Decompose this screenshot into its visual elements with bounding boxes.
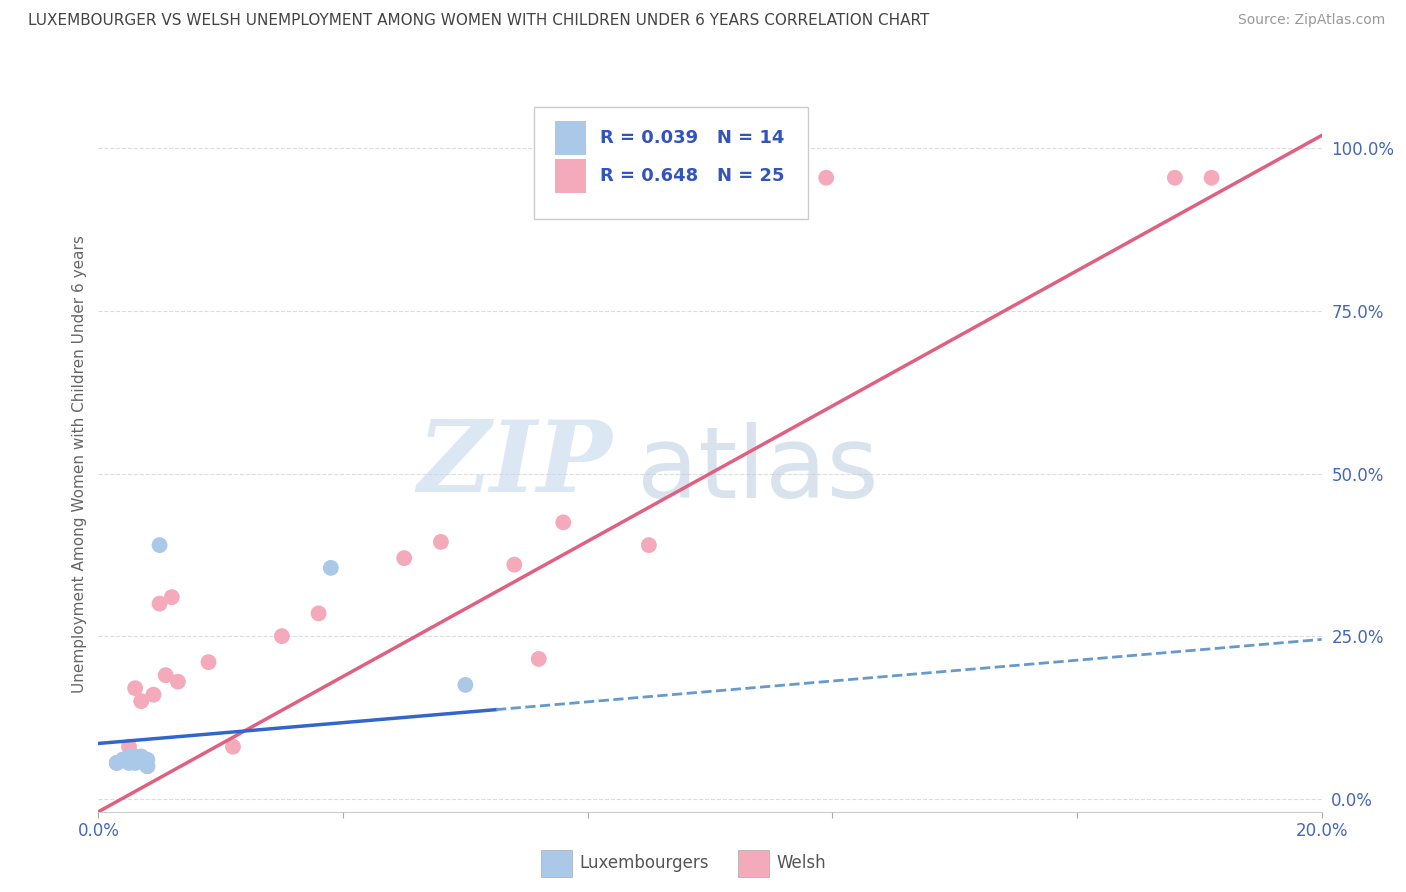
- Text: Welsh: Welsh: [776, 855, 825, 872]
- Point: [454, 678, 477, 692]
- Text: Luxembourgers: Luxembourgers: [579, 855, 709, 872]
- Text: R = 0.039   N = 14: R = 0.039 N = 14: [600, 129, 785, 147]
- Point: [142, 688, 165, 702]
- Point: [118, 749, 141, 764]
- Point: [430, 534, 453, 549]
- Point: [270, 629, 292, 643]
- Point: [527, 652, 550, 666]
- Point: [136, 753, 159, 767]
- Point: [111, 753, 134, 767]
- Point: [319, 561, 342, 575]
- Point: [129, 749, 152, 764]
- Text: Source: ZipAtlas.com: Source: ZipAtlas.com: [1237, 13, 1385, 28]
- Point: [149, 538, 172, 552]
- Point: [222, 739, 245, 754]
- Point: [637, 538, 661, 552]
- Point: [105, 756, 128, 770]
- Point: [124, 756, 146, 770]
- Point: [118, 749, 141, 764]
- Point: [136, 759, 159, 773]
- Point: [118, 739, 141, 754]
- Point: [149, 597, 172, 611]
- Text: LUXEMBOURGER VS WELSH UNEMPLOYMENT AMONG WOMEN WITH CHILDREN UNDER 6 YEARS CORRE: LUXEMBOURGER VS WELSH UNEMPLOYMENT AMONG…: [28, 13, 929, 29]
- Point: [392, 551, 416, 566]
- Point: [111, 753, 134, 767]
- Point: [136, 759, 159, 773]
- Point: [1164, 170, 1187, 185]
- Point: [129, 753, 152, 767]
- Point: [1201, 170, 1223, 185]
- Point: [118, 756, 141, 770]
- Text: atlas: atlas: [637, 422, 879, 519]
- Point: [167, 674, 190, 689]
- Point: [503, 558, 526, 572]
- Point: [160, 590, 183, 604]
- Point: [124, 749, 146, 764]
- Point: [815, 170, 838, 185]
- Y-axis label: Unemployment Among Women with Children Under 6 years: Unemployment Among Women with Children U…: [72, 235, 87, 693]
- Point: [155, 668, 177, 682]
- Point: [124, 753, 146, 767]
- Point: [197, 655, 219, 669]
- Text: ZIP: ZIP: [418, 416, 612, 512]
- Point: [129, 694, 152, 708]
- Point: [105, 756, 128, 770]
- Point: [124, 681, 146, 695]
- Point: [308, 607, 330, 621]
- Point: [553, 516, 575, 530]
- Text: R = 0.648   N = 25: R = 0.648 N = 25: [600, 167, 785, 185]
